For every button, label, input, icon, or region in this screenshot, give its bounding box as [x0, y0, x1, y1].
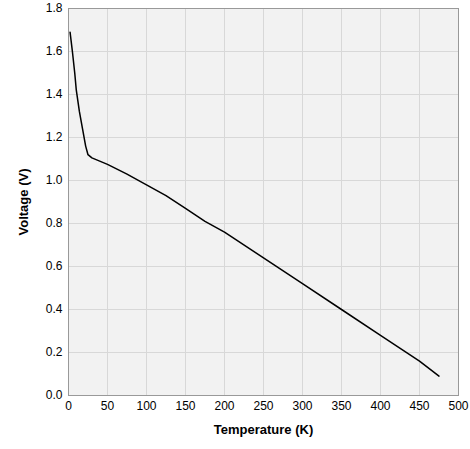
svg-text:Voltage (V): Voltage (V)	[16, 169, 31, 236]
svg-text:0.8: 0.8	[46, 216, 63, 230]
svg-text:100: 100	[136, 399, 156, 413]
svg-text:250: 250	[253, 399, 273, 413]
svg-text:1.0: 1.0	[46, 173, 63, 187]
svg-text:1.8: 1.8	[46, 1, 63, 15]
svg-text:Temperature (K): Temperature (K)	[214, 422, 313, 437]
svg-text:1.2: 1.2	[46, 130, 63, 144]
svg-text:0: 0	[65, 399, 72, 413]
svg-text:0.2: 0.2	[46, 345, 63, 359]
svg-text:150: 150	[175, 399, 195, 413]
svg-text:300: 300	[292, 399, 312, 413]
svg-text:450: 450	[409, 399, 429, 413]
svg-text:0.6: 0.6	[46, 259, 63, 273]
svg-text:1.4: 1.4	[46, 87, 63, 101]
svg-text:200: 200	[214, 399, 234, 413]
svg-text:500: 500	[448, 399, 468, 413]
svg-text:400: 400	[370, 399, 390, 413]
svg-text:50: 50	[101, 399, 115, 413]
svg-text:350: 350	[331, 399, 351, 413]
svg-text:1.6: 1.6	[46, 44, 63, 58]
svg-text:0.0: 0.0	[46, 388, 63, 402]
svg-text:0.4: 0.4	[46, 302, 63, 316]
